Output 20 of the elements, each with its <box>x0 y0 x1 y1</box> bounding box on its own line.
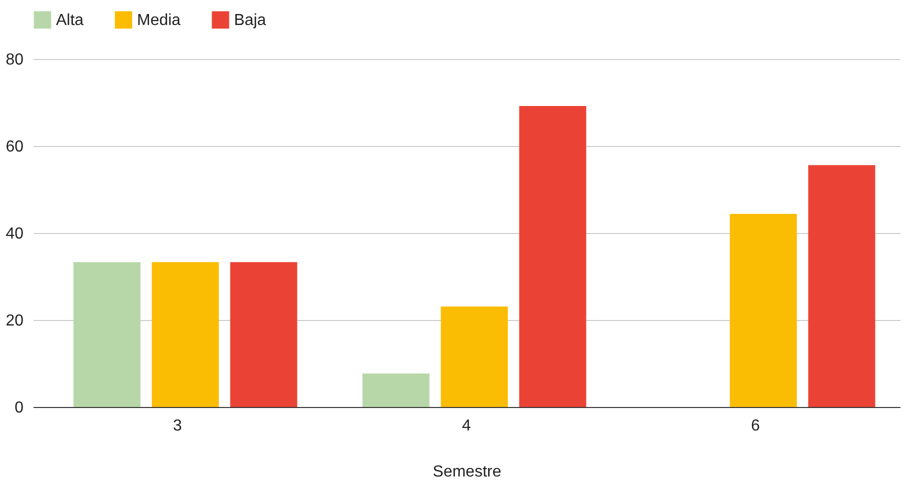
bar <box>73 262 140 407</box>
legend-label: Media <box>137 12 181 29</box>
x-axis-title: Semestre <box>432 464 502 480</box>
bar <box>440 306 508 407</box>
y-tick-label: 0 <box>14 400 24 416</box>
bar <box>808 165 876 407</box>
bar <box>362 374 430 407</box>
y-tick-label: 60 <box>6 138 24 156</box>
y-tick-label: 40 <box>6 226 24 242</box>
legend-label: Baja <box>234 12 266 29</box>
bar <box>230 262 298 407</box>
x-tick-label: 3 <box>173 418 182 434</box>
bar <box>519 106 586 407</box>
legend-label: Alta <box>56 12 84 29</box>
y-tick-label: 20 <box>6 312 24 330</box>
x-tick-label: 4 <box>462 418 472 434</box>
y-tick-label: 80 <box>6 52 24 68</box>
x-tick-label: 6 <box>751 418 760 434</box>
bar <box>730 214 797 407</box>
bar <box>152 262 219 407</box>
